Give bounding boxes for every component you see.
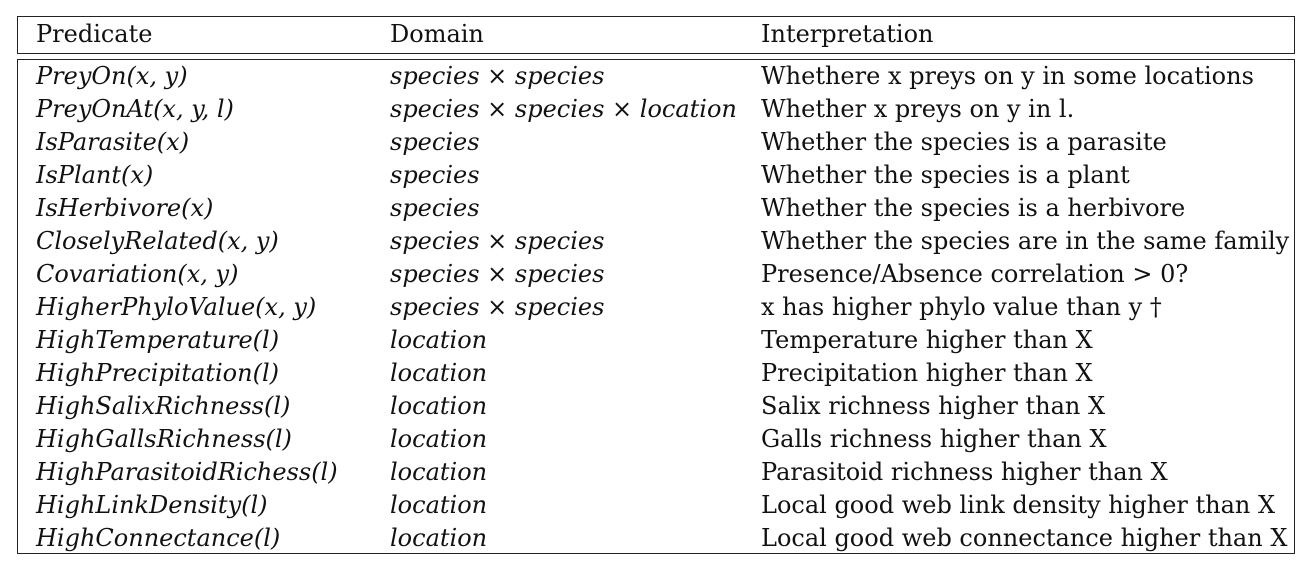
predicate-cell: PreyOnAt(x, y, l) xyxy=(36,95,234,123)
predicate-cell: Covariation(x, y) xyxy=(36,260,239,288)
table-header: Predicate Domain Interpretation xyxy=(17,16,1295,54)
table-row: HighPrecipitation(l) location Precipitatio… xyxy=(18,357,1294,390)
domain-cell: species × species xyxy=(390,293,605,321)
table-row: IsPlant(x) species Whether the species is … xyxy=(18,159,1294,192)
predicate-cell: HighSalixRichness(l) xyxy=(36,392,291,420)
predicate-cell: IsParasite(x) xyxy=(36,128,190,156)
predicate-cell: HighParasitoidRichess(l) xyxy=(36,458,338,486)
table-row: HigherPhyloValue(x, y) species × species x… xyxy=(18,291,1294,324)
predicate-cell: CloselyRelated(x, y) xyxy=(36,227,279,255)
interpretation-cell: Presence/Absence correlation > 0? xyxy=(761,260,1189,288)
predicate-cell: HighTemperature(l) xyxy=(36,326,280,354)
predicate-cell: HighLinkDensity(l) xyxy=(36,491,268,519)
interpretation-cell: Salix richness higher than X xyxy=(761,392,1106,420)
predicate-cell: HigherPhyloValue(x, y) xyxy=(36,293,317,321)
table-row: HighParasitoidRichess(l) location Parasito… xyxy=(18,456,1294,489)
domain-cell: species × species xyxy=(390,260,605,288)
interpretation-cell: x has higher phylo value than y † xyxy=(761,293,1162,321)
predicate-cell: IsHerbivore(x) xyxy=(36,194,214,222)
predicate-cell: HighGallsRichness(l) xyxy=(36,425,292,453)
interpretation-cell: Local good web connectance higher than X xyxy=(761,524,1288,552)
header-row: Predicate Domain Interpretation xyxy=(18,18,1294,51)
predicate-cell: HighPrecipitation(l) xyxy=(36,359,279,387)
interpretation-cell: Parasitoid richness higher than X xyxy=(761,458,1168,486)
table-row: PreyOnAt(x, y, l) species × species × loc… xyxy=(18,93,1294,126)
domain-cell: species xyxy=(390,194,480,222)
interpretation-cell: Whether the species is a parasite xyxy=(761,128,1167,156)
predicate-cell: IsPlant(x) xyxy=(36,161,154,189)
domain-cell: species × species × location xyxy=(390,95,737,123)
domain-cell: species xyxy=(390,128,480,156)
domain-cell: species × species xyxy=(390,227,605,255)
table-row: IsParasite(x) species Whether the species … xyxy=(18,126,1294,159)
interpretation-cell: Local good web link density higher than … xyxy=(761,491,1276,519)
domain-cell: location xyxy=(390,458,488,486)
domain-cell: location xyxy=(390,425,488,453)
domain-cell: location xyxy=(390,359,488,387)
table-body: PreyOn(x, y) species × species Whethere x … xyxy=(17,59,1295,554)
table-row: IsHerbivore(x) species Whether the species… xyxy=(18,192,1294,225)
interpretation-cell: Precipitation higher than X xyxy=(761,359,1093,387)
table-row: CloselyRelated(x, y) species × species Whe… xyxy=(18,225,1294,258)
table-row: Covariation(x, y) species × species Presen… xyxy=(18,258,1294,291)
domain-cell: species × species xyxy=(390,62,605,90)
table-row: HighSalixRichness(l) location Salix richne… xyxy=(18,390,1294,423)
interpretation-cell: Whether the species is a plant xyxy=(761,161,1130,189)
interpretation-cell: Whether the species is a herbivore xyxy=(761,194,1186,222)
table-row: HighTemperature(l) location Temperature hi… xyxy=(18,324,1294,357)
header-interpretation: Interpretation xyxy=(761,20,934,48)
interpretation-cell: Temperature higher than X xyxy=(761,326,1093,354)
predicate-cell: PreyOn(x, y) xyxy=(36,62,188,90)
header-domain: Domain xyxy=(390,20,484,48)
table-row: HighGallsRichness(l) location Galls richne… xyxy=(18,423,1294,456)
predicate-cell: HighConnectance(l) xyxy=(36,524,281,552)
interpretation-cell: Whether x preys on y in l. xyxy=(761,95,1075,123)
interpretation-cell: Whethere x preys on y in some locations xyxy=(761,62,1254,90)
table-row: HighLinkDensity(l) location Local good web… xyxy=(18,489,1294,522)
interpretation-cell: Galls richness higher than X xyxy=(761,425,1107,453)
table-row: PreyOn(x, y) species × species Whethere x … xyxy=(18,60,1294,93)
domain-cell: location xyxy=(390,491,488,519)
domain-cell: location xyxy=(390,392,488,420)
domain-cell: location xyxy=(390,524,488,552)
interpretation-cell: Whether the species are in the same fami… xyxy=(761,227,1290,255)
header-predicate: Predicate xyxy=(36,20,153,48)
table-row: HighConnectance(l) location Local good web… xyxy=(18,522,1294,555)
domain-cell: species xyxy=(390,161,480,189)
table-rows: PreyOn(x, y) species × species Whethere x … xyxy=(18,60,1294,553)
domain-cell: location xyxy=(390,326,488,354)
